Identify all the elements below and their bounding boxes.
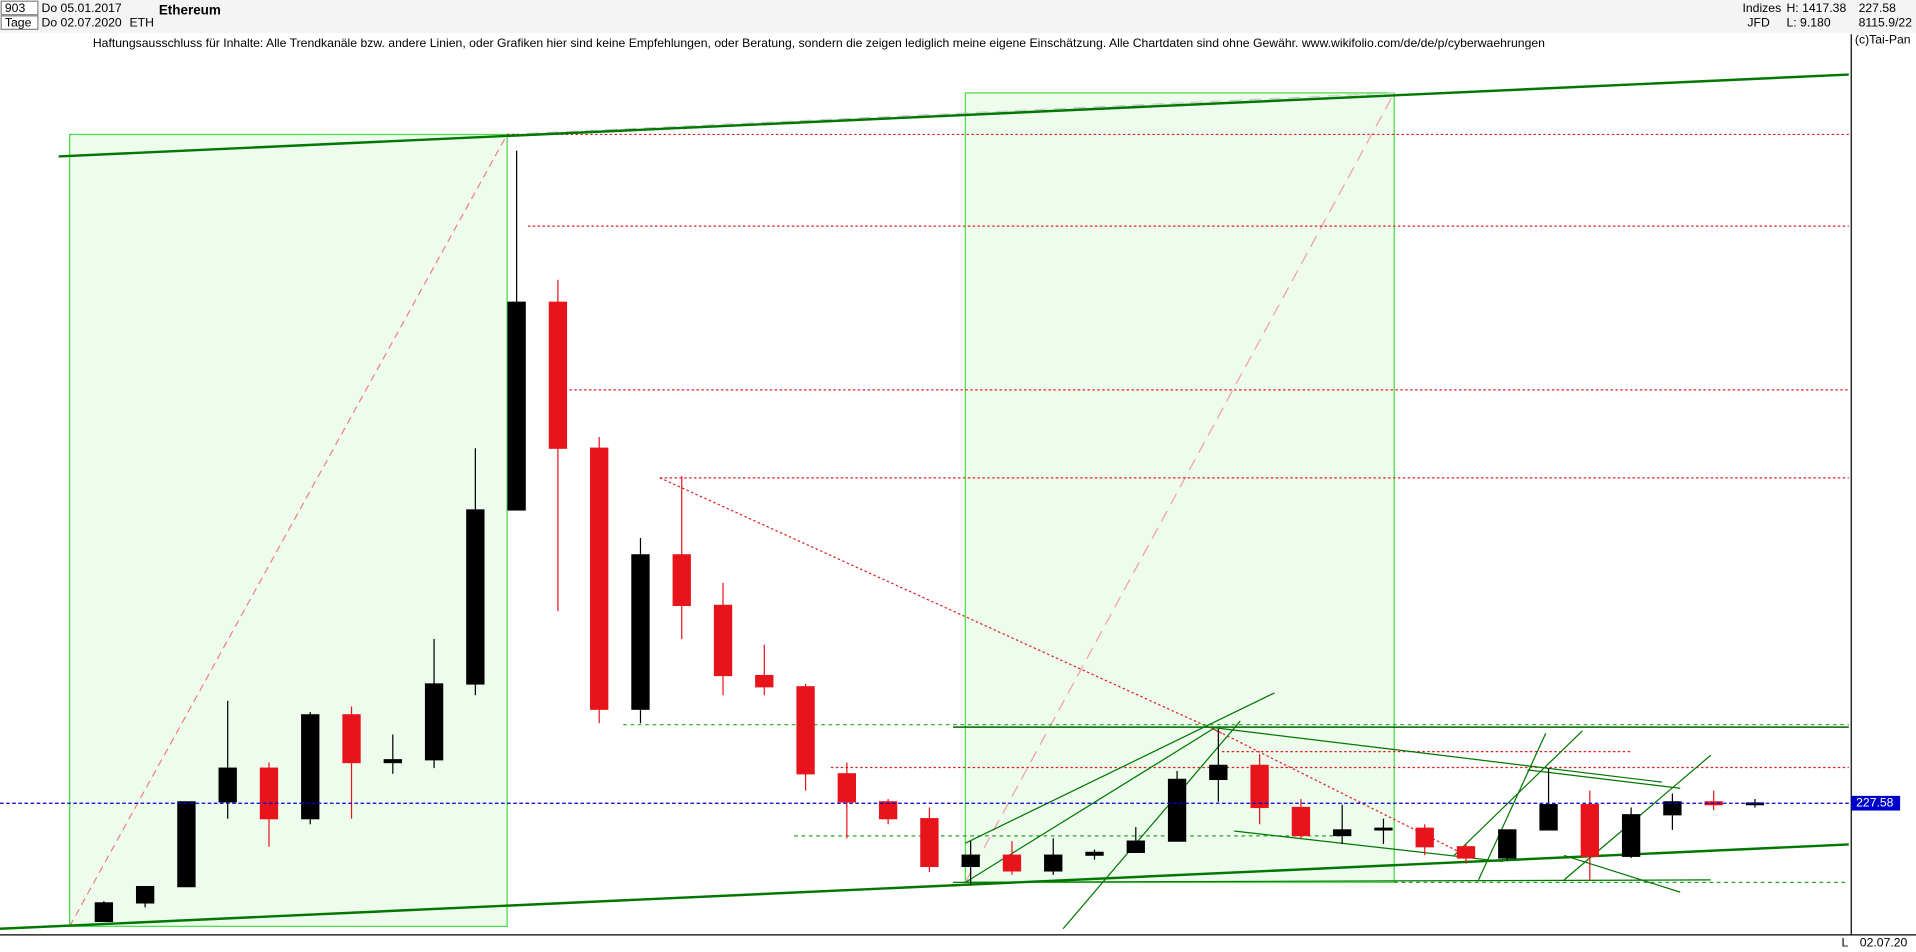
candle-body <box>1539 804 1558 831</box>
header-bar <box>0 0 1916 33</box>
low: L: 9.180 <box>1786 15 1830 29</box>
candle-body <box>1085 851 1104 856</box>
candle-body <box>1126 840 1145 853</box>
candle-body <box>548 301 568 449</box>
candle-body <box>466 509 485 685</box>
candle-body <box>94 902 114 923</box>
current-price-box <box>1851 795 1901 811</box>
copyright: (c)Tai-Pan <box>1855 33 1911 47</box>
candle-body <box>135 886 155 904</box>
candle-body <box>713 604 733 677</box>
candle-body <box>920 818 939 868</box>
candle-body <box>507 301 526 511</box>
candle-body <box>878 801 898 820</box>
disclaimer: Haftungsausschluss für Inhalte: Alle Tre… <box>93 36 1545 50</box>
trendlines <box>0 73 1849 931</box>
end-date: Do 02.07.2020 <box>42 15 122 29</box>
period: Tage <box>5 15 32 29</box>
candle-body <box>259 767 279 820</box>
last: 227.58 <box>1859 1 1897 15</box>
candle-body <box>1044 854 1063 872</box>
dropdown[interactable] <box>0 0 39 16</box>
drawings <box>0 73 1849 931</box>
candle-body <box>383 759 402 764</box>
candle-body <box>1291 806 1311 837</box>
candle-body <box>1498 829 1517 859</box>
start-date: Do 05.01.2017 <box>42 1 122 15</box>
footer-l: L <box>1841 936 1848 950</box>
candle-body <box>1580 804 1600 857</box>
candle-body <box>631 554 650 710</box>
candle-body <box>796 686 815 775</box>
footer-date: 02.07.20 <box>1860 936 1908 950</box>
candle-body <box>1209 764 1228 781</box>
candle-body <box>342 714 361 764</box>
chart-title: Ethereum <box>159 3 221 18</box>
candle-body <box>672 554 691 606</box>
dropdown[interactable] <box>0 15 39 30</box>
candle-body <box>1167 778 1187 842</box>
candles <box>94 150 1765 923</box>
candle-body <box>1456 846 1476 859</box>
levels <box>507 133 1849 857</box>
candle-body <box>1374 827 1393 831</box>
diagonal <box>69 134 508 927</box>
candle-body <box>1333 829 1352 837</box>
high: H: 1417.38 <box>1786 1 1846 15</box>
group: Indizes <box>1742 1 1781 15</box>
candle-body <box>837 773 857 803</box>
info: 8115.9/22 <box>1859 15 1913 29</box>
candle-body <box>1415 827 1434 848</box>
candle-body <box>218 767 237 803</box>
candle-body <box>301 714 320 820</box>
candle-body <box>1621 814 1641 857</box>
candle-body <box>961 854 980 868</box>
candle-body <box>590 447 609 710</box>
levels <box>623 724 1849 883</box>
labels: 227.58 <box>0 795 1901 811</box>
diagonal <box>507 92 1395 136</box>
candle-body <box>424 683 444 761</box>
candle-body <box>755 674 774 688</box>
diagonal <box>964 92 1395 883</box>
candle-body <box>1250 764 1269 809</box>
count: 903 <box>5 1 26 15</box>
candle-body <box>1002 854 1022 872</box>
broker: JFD <box>1747 15 1770 29</box>
current-price-label: 227.58 <box>1856 795 1894 809</box>
symbol: ETH <box>130 15 154 29</box>
candle-body <box>177 801 196 888</box>
candle-body <box>1663 801 1682 816</box>
